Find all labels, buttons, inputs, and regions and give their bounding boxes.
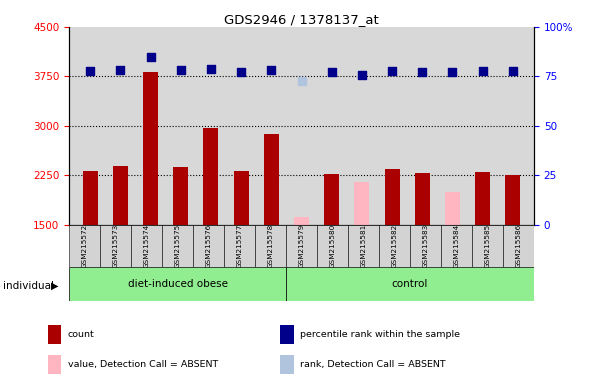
Text: GSM215576: GSM215576: [205, 223, 212, 268]
Bar: [131, 225, 162, 267]
Text: individual: individual: [3, 281, 54, 291]
Bar: [48, 324, 61, 344]
Text: count: count: [68, 330, 94, 339]
Point: [327, 69, 337, 75]
Point: [85, 68, 95, 74]
Bar: [162, 225, 193, 267]
Text: diet-induced obese: diet-induced obese: [128, 279, 227, 289]
Point: [418, 69, 427, 75]
Bar: [48, 355, 61, 374]
Bar: [317, 225, 348, 267]
Point: [116, 67, 125, 73]
Bar: [203, 128, 218, 225]
Point: [478, 68, 487, 74]
Bar: [143, 72, 158, 225]
Text: GSM215585: GSM215585: [485, 223, 491, 268]
Text: GSM215574: GSM215574: [143, 223, 149, 268]
Bar: [445, 192, 460, 225]
Text: GSM215575: GSM215575: [175, 223, 181, 268]
Title: GDS2946 / 1378137_at: GDS2946 / 1378137_at: [224, 13, 379, 26]
Text: GSM215572: GSM215572: [82, 223, 88, 268]
Text: percentile rank within the sample: percentile rank within the sample: [300, 330, 460, 339]
Bar: [69, 267, 286, 301]
Bar: [385, 169, 400, 225]
Text: ▶: ▶: [51, 281, 59, 291]
Point: [176, 67, 185, 73]
Bar: [503, 225, 534, 267]
Point: [448, 69, 457, 75]
Bar: [505, 175, 520, 225]
Point: [266, 67, 276, 73]
Bar: [410, 225, 441, 267]
Text: value, Detection Call = ABSENT: value, Detection Call = ABSENT: [68, 360, 218, 369]
Point: [357, 72, 367, 78]
Text: GSM215581: GSM215581: [361, 223, 367, 268]
Text: GSM215577: GSM215577: [236, 223, 242, 268]
Text: GSM215582: GSM215582: [392, 223, 398, 268]
Text: GSM215584: GSM215584: [454, 223, 460, 268]
Bar: [193, 225, 224, 267]
Bar: [348, 225, 379, 267]
Point: [297, 78, 307, 84]
Bar: [113, 166, 128, 225]
Text: GSM215573: GSM215573: [113, 223, 119, 268]
Bar: [324, 174, 339, 225]
Bar: [280, 355, 293, 374]
Bar: [255, 225, 286, 267]
Bar: [286, 225, 317, 267]
Bar: [475, 172, 490, 225]
Bar: [280, 324, 293, 344]
Bar: [355, 182, 370, 225]
Bar: [100, 225, 131, 267]
Bar: [379, 225, 410, 267]
Point: [206, 66, 216, 72]
Text: GSM215586: GSM215586: [515, 223, 521, 268]
Point: [508, 68, 518, 74]
Text: GSM215583: GSM215583: [422, 223, 428, 268]
Bar: [472, 225, 503, 267]
Bar: [294, 217, 309, 225]
Bar: [286, 267, 534, 301]
Bar: [69, 225, 100, 267]
Bar: [441, 225, 472, 267]
Point: [146, 53, 155, 60]
Text: rank, Detection Call = ABSENT: rank, Detection Call = ABSENT: [300, 360, 445, 369]
Text: GSM215580: GSM215580: [329, 223, 335, 268]
Point: [387, 68, 397, 74]
Text: GSM215578: GSM215578: [268, 223, 274, 268]
Bar: [415, 172, 430, 225]
Text: GSM215579: GSM215579: [299, 223, 305, 268]
Bar: [264, 134, 279, 225]
Bar: [173, 167, 188, 225]
Bar: [233, 170, 248, 225]
Text: control: control: [392, 279, 428, 289]
Bar: [224, 225, 255, 267]
Bar: [83, 170, 98, 225]
Point: [236, 69, 246, 75]
